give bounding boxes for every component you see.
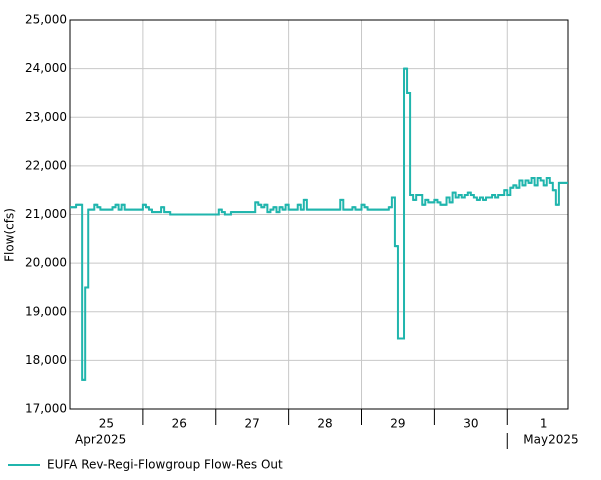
- y-tick-label: 23,000: [25, 110, 67, 124]
- y-tick-label: 25,000: [25, 13, 67, 27]
- month-label: Apr2025: [75, 433, 126, 447]
- y-tick-label: 19,000: [25, 304, 67, 318]
- step-line: [70, 67, 568, 381]
- y-tick-label: 20,000: [25, 256, 67, 270]
- y-tick-label: 24,000: [25, 61, 67, 75]
- y-tick-label: 17,000: [25, 402, 67, 416]
- y-axis-label: Flow(cfs): [3, 208, 17, 262]
- month-label: May2025: [523, 433, 578, 447]
- x-tick-label: 28: [317, 417, 332, 431]
- x-tick-label: 29: [390, 417, 405, 431]
- x-tick-label: 27: [245, 417, 260, 431]
- x-tick-label: 25: [99, 417, 114, 431]
- plot-frame: [69, 19, 569, 410]
- x-tick-label: 30: [463, 417, 478, 431]
- y-tick-label: 22,000: [25, 158, 67, 172]
- x-tick-label: 26: [172, 417, 187, 431]
- y-tick-label: 18,000: [25, 353, 67, 367]
- y-tick-label: 21,000: [25, 207, 67, 221]
- legend-label: EUFA Rev-Regi-Flowgroup Flow-Res Out: [47, 458, 283, 472]
- x-tick-label: 1: [540, 417, 548, 431]
